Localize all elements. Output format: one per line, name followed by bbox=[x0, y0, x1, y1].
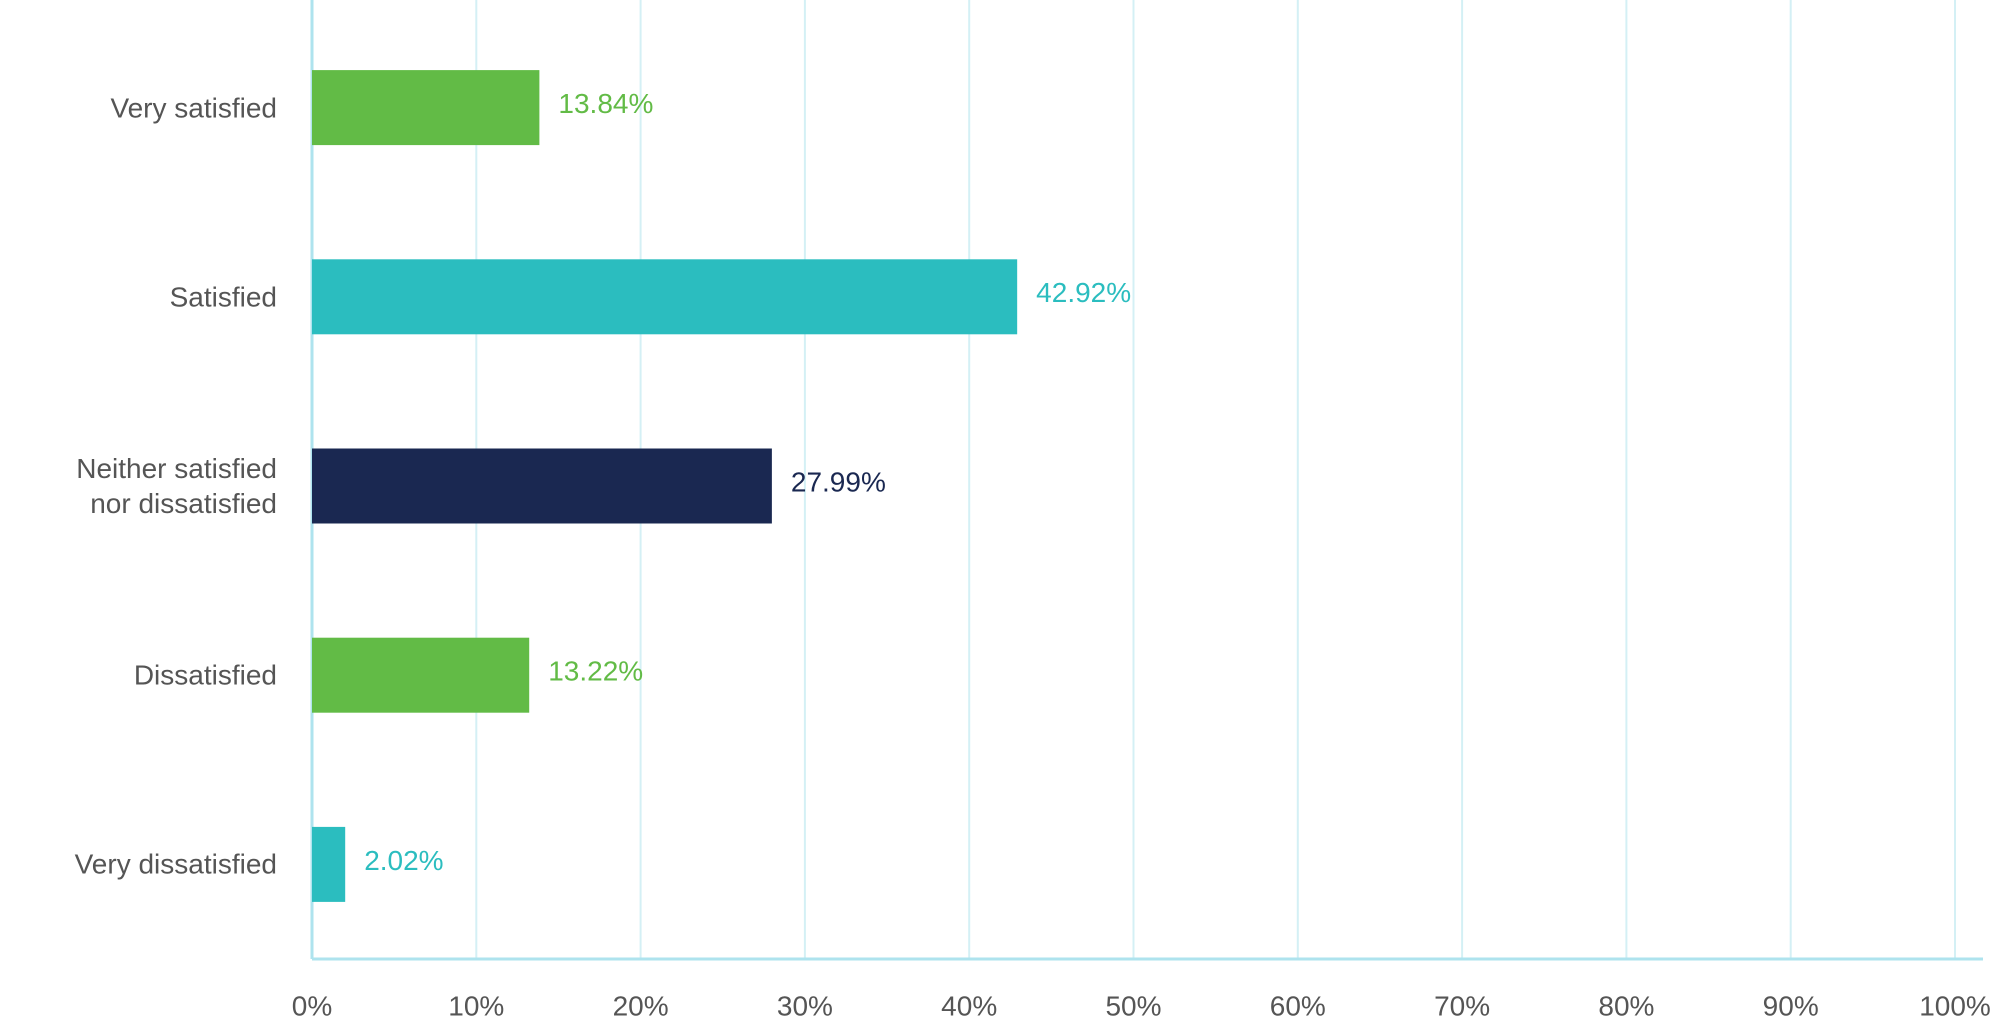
x-tick-label: 90% bbox=[1763, 990, 1819, 1020]
value-label: 13.84% bbox=[558, 88, 653, 119]
y-tick-label: Satisfied bbox=[169, 281, 277, 313]
value-label: 42.92% bbox=[1036, 277, 1131, 308]
y-tick-label: Very satisfied bbox=[110, 92, 277, 124]
value-label: 27.99% bbox=[791, 466, 886, 497]
value-label: 2.02% bbox=[364, 845, 443, 876]
x-tick-label: 50% bbox=[1105, 990, 1161, 1020]
bar bbox=[312, 637, 530, 713]
x-tick-label: 80% bbox=[1598, 990, 1654, 1020]
x-tick-label: 100% bbox=[1919, 990, 1991, 1020]
x-tick-label: 60% bbox=[1270, 990, 1326, 1020]
x-tick-label: 0% bbox=[292, 990, 332, 1020]
x-tick-label: 70% bbox=[1434, 990, 1490, 1020]
bar bbox=[312, 259, 1018, 335]
y-tick-label: Neither satisfied nor dissatisfied bbox=[76, 453, 277, 519]
bar bbox=[312, 826, 346, 902]
bar bbox=[312, 70, 540, 146]
x-tick-label: 30% bbox=[777, 990, 833, 1020]
x-tick-label: 10% bbox=[448, 990, 504, 1020]
y-tick-label: Dissatisfied bbox=[133, 659, 277, 691]
bar bbox=[312, 448, 772, 524]
y-tick-label: Very dissatisfied bbox=[74, 848, 277, 880]
x-tick-label: 20% bbox=[613, 990, 669, 1020]
x-tick-label: 40% bbox=[941, 990, 997, 1020]
value-label: 13.22% bbox=[548, 656, 643, 687]
